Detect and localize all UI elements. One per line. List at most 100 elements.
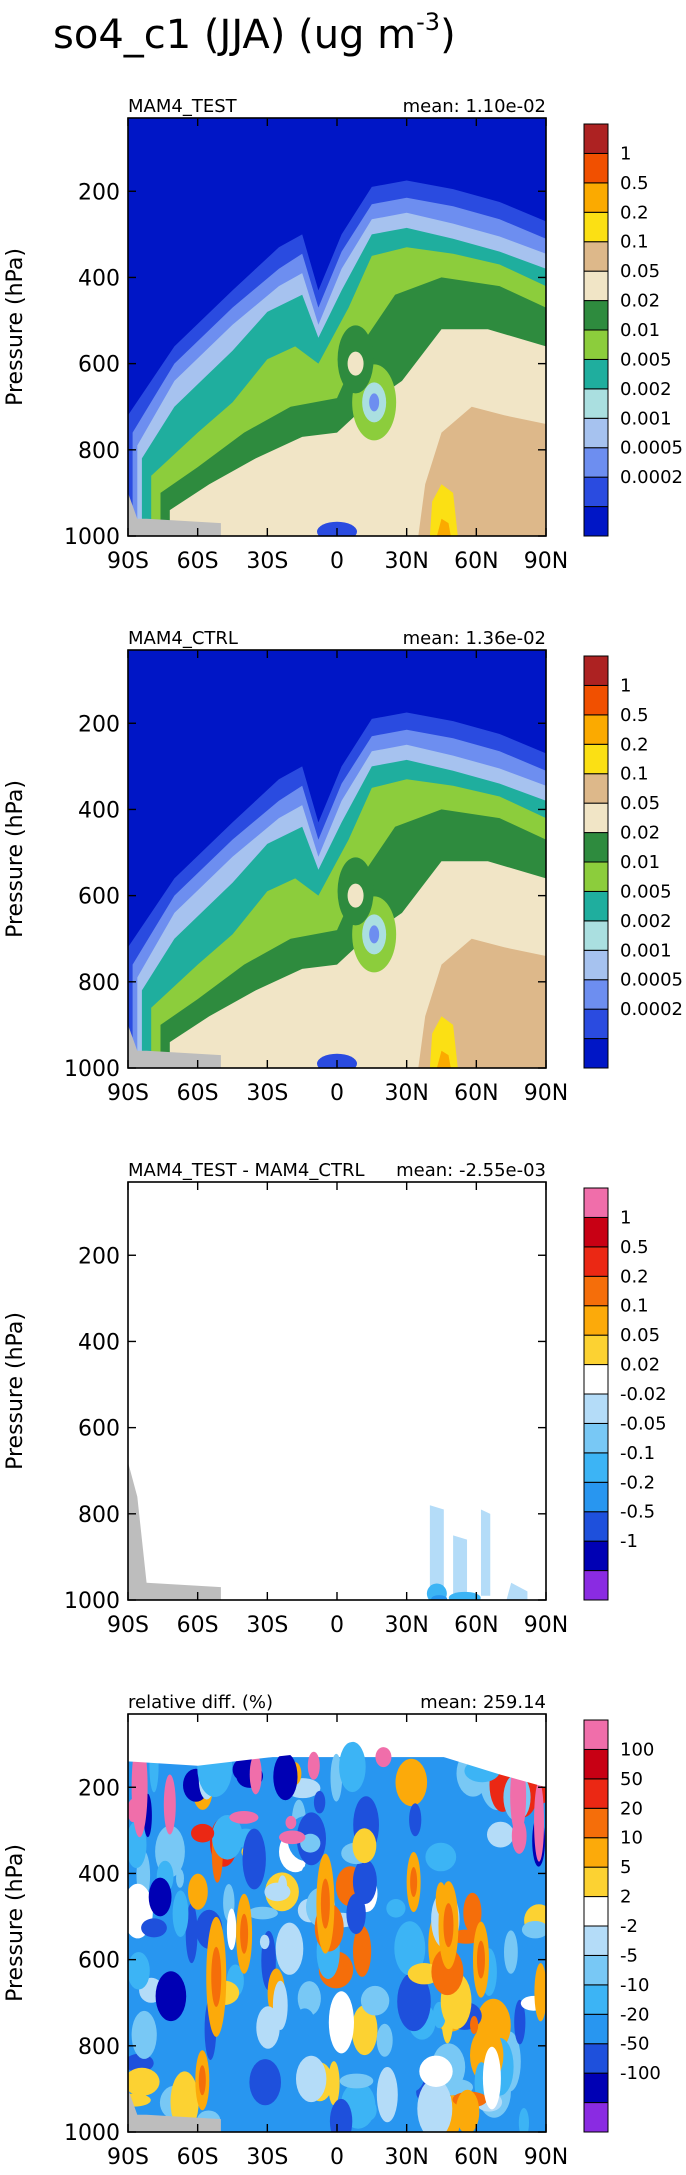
- rel-pink-7: [375, 1747, 392, 1768]
- panel-title-left: relative diff. (%): [128, 1692, 273, 1713]
- colorbar-label: 0.02: [620, 823, 660, 844]
- colorbar-label: 1: [620, 1207, 631, 1228]
- colorbar-box: [583, 1719, 609, 1750]
- y-tick-label: 800: [78, 971, 120, 996]
- rel-warm-core-3: [320, 1878, 330, 1929]
- rel-blob-49: [296, 2055, 327, 2103]
- rel-blank-top: [128, 1714, 546, 1788]
- topography-mask: [128, 1024, 221, 1068]
- colorbar-label: 0.05: [620, 793, 660, 814]
- x-tick-label: 0: [330, 549, 344, 574]
- x-tick-label: 30S: [246, 1613, 288, 1638]
- colorbar-box: [583, 1778, 609, 1809]
- colorbar-box: [583, 123, 609, 154]
- rel-pink-3: [249, 1754, 262, 1795]
- rel-blob-121: [470, 2016, 479, 2034]
- diff-patch-7: [431, 1595, 448, 1600]
- rel-blob-51: [351, 2005, 378, 2056]
- rel-blob-147: [172, 1890, 189, 1937]
- colorbar-box: [583, 1837, 609, 1868]
- y-tick-label: 600: [78, 1949, 120, 1974]
- rel-blob-158: [339, 1741, 366, 1793]
- rel-blob-89: [450, 1929, 482, 1944]
- rel-pink-5: [534, 1781, 545, 1862]
- rel-blob-63: [128, 2053, 154, 2073]
- colorbar-label: -100: [620, 2063, 661, 2084]
- topography-mask: [128, 1462, 221, 1600]
- rel-pink-6: [307, 1751, 320, 1780]
- colorbar-label: 0.1: [620, 1296, 649, 1317]
- panel-background: [128, 1182, 546, 1600]
- colorbar-label: 1: [620, 143, 631, 164]
- contour-field: [128, 1714, 546, 2132]
- colorbar-box: [583, 979, 609, 1010]
- y-tick-label: 200: [78, 1776, 120, 1801]
- colorbar-label: -20: [620, 2004, 649, 2025]
- colorbar-label: 0.1: [620, 232, 649, 253]
- colorbar-label: 0.005: [620, 349, 672, 370]
- colorbar-box: [583, 270, 609, 302]
- colorbar-box: [583, 1570, 609, 1601]
- y-tick-label: 1000: [64, 1057, 120, 1082]
- x-tick-label: 90N: [524, 1613, 568, 1638]
- rel-blob-133: [272, 1980, 288, 2030]
- x-tick-label: 0: [330, 2145, 344, 2170]
- rel-blob-108: [352, 1828, 377, 1864]
- diff-patch-1: [429, 1505, 444, 1600]
- contour-band-10: [429, 484, 458, 536]
- y-axis-label: Pressure (hPa): [3, 1844, 28, 2002]
- colorbar-label: 0.2: [620, 202, 649, 223]
- colorbar-box: [583, 1187, 609, 1218]
- x-tick-label: 30N: [384, 2145, 428, 2170]
- y-tick-label: 800: [78, 1503, 120, 1528]
- colorbar-label: 0.05: [620, 261, 660, 282]
- rel-blob-6: [397, 1971, 431, 2032]
- y-tick-label: 600: [78, 1417, 120, 1442]
- chart-panel-4: relative diff. (%) mean: 259.14 90S 60S 30S 0…: [3, 1692, 661, 2170]
- colorbar-label: 0.2: [620, 1266, 649, 1287]
- x-tick-label: 90S: [107, 1613, 149, 1638]
- colorbar-label: 0.1: [620, 764, 649, 785]
- topography-mask: [128, 492, 221, 536]
- colorbar-box: [583, 358, 609, 390]
- rel-blob-137: [417, 2078, 453, 2132]
- colorbar-box: [583, 1393, 609, 1424]
- colorbar-label: -0.1: [620, 1443, 655, 1464]
- x-tick-label: 90N: [524, 1081, 568, 1106]
- colorbar-label: -5: [620, 1945, 638, 1966]
- rel-warm-core-1: [211, 1946, 222, 2007]
- colorbar-box: [583, 300, 609, 331]
- x-tick-label: 90S: [107, 549, 149, 574]
- x-tick-label: 60N: [454, 1081, 498, 1106]
- colorbar-box: [583, 1305, 609, 1336]
- contour-blob-inner: [369, 393, 380, 412]
- colorbar-box: [583, 1422, 609, 1454]
- panel-title-right: mean: 1.36e-02: [403, 628, 546, 649]
- colorbar-label: 0.001: [620, 408, 672, 429]
- colorbar-box: [583, 2043, 609, 2074]
- colorbar-label: 0.0005: [620, 438, 683, 459]
- colorbar-box: [583, 861, 609, 892]
- rel-pink-2: [163, 1774, 176, 1835]
- figure-title-main: so4_c1 (JJA) (ug m: [53, 12, 416, 58]
- contour-band-11: [436, 1050, 451, 1068]
- y-tick-label: 1000: [64, 1589, 120, 1614]
- colorbar-box: [583, 1984, 609, 2015]
- colorbar-label: -0.05: [620, 1413, 667, 1434]
- colorbar-label: 0.01: [620, 852, 660, 873]
- colorbar-box: [583, 1452, 609, 1483]
- y-tick-label: 400: [78, 266, 120, 291]
- colorbar-label: 0.02: [620, 1355, 660, 1376]
- colorbar-label: 0.5: [620, 705, 649, 726]
- rel-blob-127: [191, 1823, 215, 1843]
- rel-blob-109: [128, 2067, 160, 2096]
- x-tick-label: 0: [330, 1081, 344, 1106]
- chart-panel-3: MAM4_TEST - MAM4_CTRL mean: -2.55e-03 90S 6…: [3, 1160, 667, 1638]
- rel-blob-146: [141, 1918, 167, 1938]
- colorbar-label: -0.5: [620, 1502, 655, 1523]
- colorbar-label: 0.001: [620, 940, 672, 961]
- colorbar-box: [583, 1275, 609, 1307]
- colorbar-label: 5: [620, 1857, 631, 1878]
- colorbar-box: [583, 2072, 609, 2104]
- rel-blob-142: [339, 2073, 374, 2089]
